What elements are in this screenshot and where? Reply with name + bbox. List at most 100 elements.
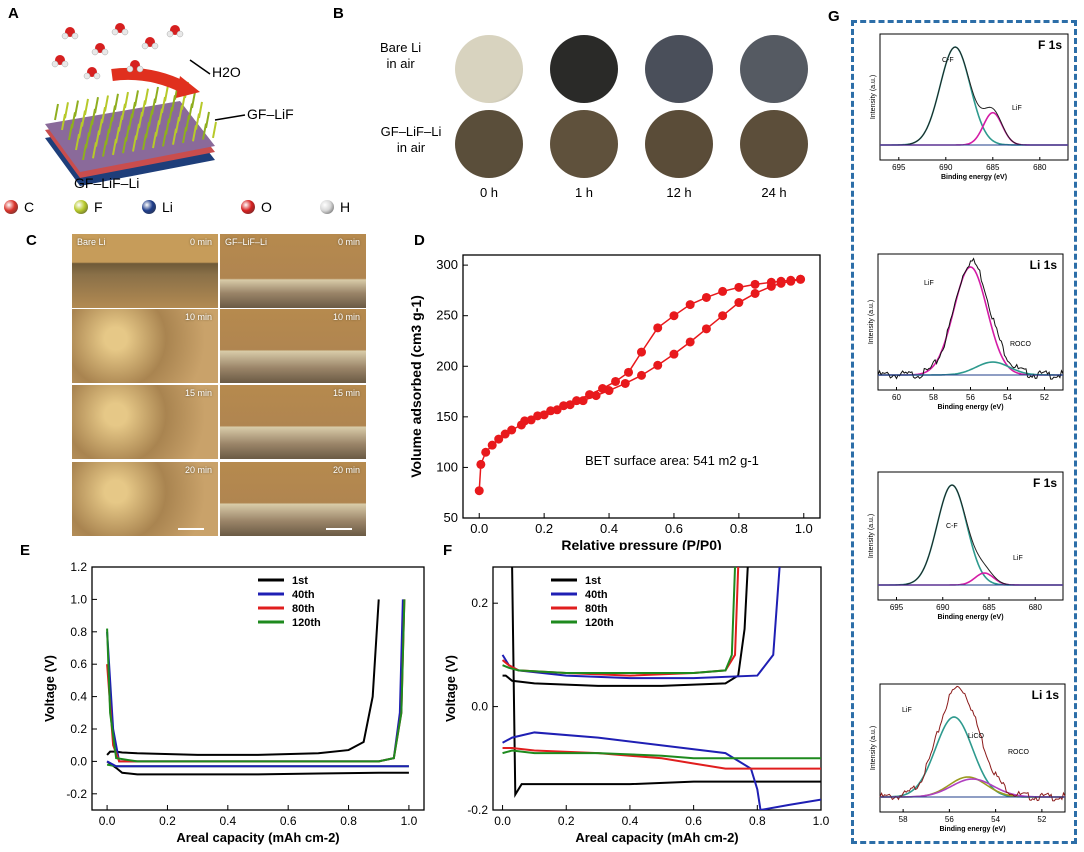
y-axis-label: Volume adsorbed (cm3 g-1)	[408, 295, 424, 478]
fluorine-spike	[124, 91, 129, 109]
peak-label: ROCO	[1010, 341, 1032, 348]
y-tick-label: 0.6	[70, 657, 87, 671]
hydrogen-atom	[176, 30, 184, 38]
series-line-80th	[501, 567, 740, 677]
data-point	[669, 311, 679, 321]
x-tick-label: 690	[939, 163, 953, 172]
water-molecules	[51, 23, 184, 80]
peak-label: LiF	[902, 707, 912, 714]
data-point	[701, 324, 711, 334]
scale-bar	[326, 528, 352, 530]
x-tick-label: 1.0	[795, 521, 813, 536]
atom-sphere-icon	[142, 200, 156, 214]
x-tick-label: 0.6	[665, 521, 683, 536]
y-axis-label: Voltage (V)	[42, 655, 57, 722]
panel-letter-a: A	[8, 5, 19, 22]
chart-g1-xps: 695 690 685 680 Binding energy (eV) Intensity…	[870, 33, 1069, 181]
fluorine-spikes	[54, 81, 217, 161]
raw-spectrum	[877, 257, 1064, 380]
bare-li-photo	[455, 35, 523, 103]
chart-g2-xps: 60 58 56 54 52 Binding energy (eV) Intensity (…	[868, 253, 1064, 411]
hydrogen-atom	[121, 28, 129, 36]
panel-g-border	[851, 20, 1077, 844]
series-line-80th	[106, 599, 406, 763]
chart-e-voltage: 0.0 0.2 0.4 0.6 0.8 1.0 -0.2 0.0 0.2 0.4 0.6 0.8 1.0…	[42, 560, 425, 845]
xps-element-label: Li 1s	[1032, 688, 1060, 702]
x-tick-label: 690	[936, 603, 950, 612]
data-point	[572, 396, 582, 406]
series-line-40th	[106, 599, 404, 763]
x-tick-label: 0.4	[600, 521, 618, 536]
micrograph-time: 10 min	[184, 312, 212, 322]
hydrogen-atom	[136, 65, 144, 73]
y-tick-label: 0.2	[70, 722, 87, 736]
xps-element-label: F 1s	[1033, 476, 1057, 490]
data-point	[533, 411, 543, 421]
x-tick-label: 685	[982, 603, 996, 612]
data-point	[546, 406, 556, 416]
x-tick-label: 695	[890, 603, 904, 612]
y-tick-label: 50	[444, 510, 458, 525]
x-tick-label: 0.2	[558, 814, 575, 828]
bare-li-micrograph: 20 min	[72, 462, 218, 536]
atom-symbol: C	[24, 199, 35, 215]
hydrogen-atom	[141, 42, 149, 50]
data-point	[718, 311, 728, 321]
legend-entry: 80th	[585, 603, 608, 615]
hydrogen-atom	[93, 72, 101, 80]
series-line-40th-strip	[502, 731, 821, 810]
h2o-label: H2O	[212, 64, 241, 80]
time-label: 12 h	[666, 185, 692, 200]
data-point	[701, 292, 711, 302]
atom-legend: C F Li O H	[4, 199, 350, 221]
x-tick-label: 0.8	[730, 521, 748, 536]
gf-lif-li-label: GF–LiF–Li	[74, 175, 140, 191]
xps-element-label: Li 1s	[1030, 258, 1058, 272]
data-point	[653, 360, 663, 370]
data-point	[786, 275, 796, 285]
x-axis-label: Binding energy (eV)	[937, 404, 1003, 411]
hydrogen-atom	[151, 42, 159, 50]
data-point	[476, 459, 486, 469]
micrograph-label: Bare Li	[77, 237, 106, 247]
reaction-arrow	[111, 67, 188, 94]
data-point	[669, 349, 679, 359]
atom-symbol: F	[94, 199, 103, 215]
y-tick-label: -0.2	[467, 803, 488, 817]
y-tick-label: 1.2	[70, 560, 87, 574]
bare-li-micrograph: 10 min	[72, 309, 218, 383]
series-line-120th	[106, 599, 406, 763]
hydrogen-atom	[126, 65, 134, 73]
x-axis-label: Binding energy (eV)	[941, 174, 1007, 181]
fluorine-spike	[94, 97, 99, 114]
series-line-80th-strip	[502, 746, 821, 770]
data-point	[474, 486, 484, 496]
data-point	[520, 416, 530, 426]
legend-entry: 40th	[292, 589, 315, 601]
gf-lif-li-photo	[645, 110, 713, 178]
y-tick-label: 0.2	[471, 596, 488, 610]
y-tick-label: 0.0	[70, 754, 87, 768]
micrograph-time: 20 min	[184, 465, 212, 475]
x-tick-label: 0.8	[340, 814, 357, 828]
fluorine-spike	[212, 121, 217, 139]
y-axis-label: Intensity (a.u.)	[870, 75, 877, 119]
data-point	[500, 429, 510, 439]
atom-symbol: Li	[162, 199, 173, 215]
bet-annotation: BET surface area: 541 m2 g-1	[585, 453, 759, 468]
panel-letter-g: G	[828, 8, 840, 25]
micrograph-time: 0 min	[189, 237, 212, 247]
raw-spectrum	[879, 685, 1066, 802]
legend-atom-li: Li	[142, 199, 173, 215]
data-point	[750, 288, 760, 298]
legend-entry: 80th	[292, 603, 315, 615]
x-tick-label: 0.0	[99, 814, 116, 828]
fluorine-spike	[198, 101, 203, 119]
data-point	[598, 384, 608, 394]
bare-li-photo	[740, 35, 808, 103]
legend-atom-f: F	[74, 199, 103, 215]
atom-sphere-icon	[4, 200, 18, 214]
x-tick-label: 0.4	[622, 814, 639, 828]
chart-g4-xps: 58 56 54 52 Binding energy (eV) Intensity (a.…	[870, 683, 1066, 833]
micrograph-label: GF–LiF–Li	[225, 237, 268, 247]
